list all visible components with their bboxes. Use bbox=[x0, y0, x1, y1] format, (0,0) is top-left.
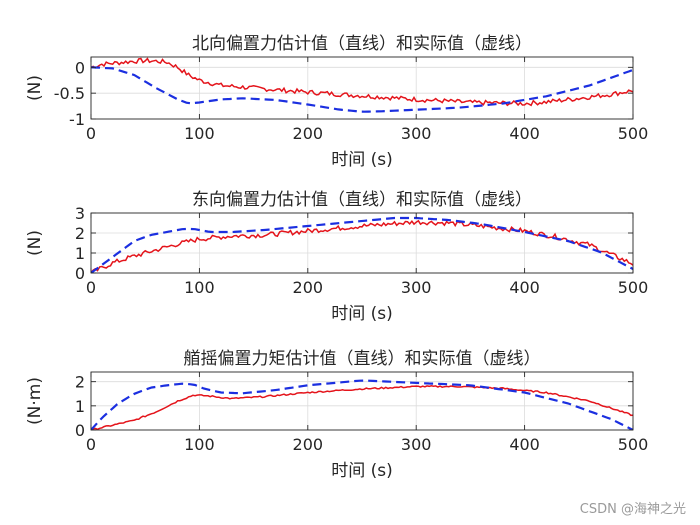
y-tick-label: 0 bbox=[75, 58, 85, 77]
x-tick-label: 300 bbox=[401, 124, 432, 143]
x-tick-label: 100 bbox=[184, 124, 215, 143]
axes-box bbox=[90, 371, 634, 431]
x-tick-label: 200 bbox=[293, 435, 324, 454]
x-tick-label: 100 bbox=[184, 435, 215, 454]
chart-panel-1: 0 100 200 300 400 500 0 -0.5 -1 北向偏置力估计值（直线）和实际值（… bbox=[25, 34, 648, 170]
x-axis-label: 时间 (s) bbox=[331, 150, 393, 170]
x-tick-label: 0 bbox=[86, 124, 96, 143]
series-actual-line bbox=[91, 379, 633, 430]
chart-title: 北向偏置力估计值（直线）和实际值（虚线） bbox=[192, 34, 532, 54]
y-tick-label: 0 bbox=[75, 421, 85, 440]
y-tick-label: 0 bbox=[75, 264, 85, 283]
y-tick-label: 1 bbox=[75, 397, 85, 416]
chart-title: 东向偏置力估计值（直线）和实际值（虚线） bbox=[192, 190, 532, 210]
x-tick-label: 100 bbox=[184, 278, 215, 297]
series-actual-line bbox=[91, 216, 633, 273]
x-tick-label: 200 bbox=[293, 124, 324, 143]
y-tick-label: 1 bbox=[75, 244, 85, 263]
x-tick-label: 400 bbox=[509, 124, 540, 143]
series-estimate-line bbox=[91, 219, 633, 273]
y-axis-label: (N·m) bbox=[25, 377, 45, 425]
x-tick-label: 500 bbox=[618, 278, 649, 297]
x-tick-label: 300 bbox=[401, 278, 432, 297]
series-actual-line bbox=[91, 66, 633, 113]
x-tick-label: 400 bbox=[509, 435, 540, 454]
chart-title: 艏摇偏置力矩估计值（直线）和实际值（虚线） bbox=[184, 349, 541, 369]
y-tick-label: 2 bbox=[75, 373, 85, 392]
y-axis-label: (N) bbox=[25, 75, 45, 101]
y-tick-label: -1 bbox=[69, 110, 85, 129]
x-tick-label: 400 bbox=[509, 278, 540, 297]
y-tick-label: -0.5 bbox=[54, 84, 85, 103]
y-tick-label: 2 bbox=[75, 224, 85, 243]
x-tick-label: 0 bbox=[86, 435, 96, 454]
x-tick-label: 500 bbox=[618, 124, 649, 143]
series-estimate-line bbox=[91, 57, 633, 107]
x-tick-label: 0 bbox=[86, 278, 96, 297]
x-axis-label: 时间 (s) bbox=[331, 304, 393, 324]
watermark: CSDN @海神之光 bbox=[579, 502, 686, 517]
x-tick-label: 300 bbox=[401, 435, 432, 454]
y-axis-label: (N) bbox=[25, 230, 45, 256]
series-estimate-line bbox=[91, 385, 633, 430]
x-axis-label: 时间 (s) bbox=[331, 461, 393, 481]
x-tick-label: 200 bbox=[293, 278, 324, 297]
chart-panel-3: 0 100 200 300 400 500012艏摇偏置力矩估计值（直线）和实际值（虚线）… bbox=[25, 349, 648, 481]
y-tick-label: 3 bbox=[75, 204, 85, 223]
axes-box bbox=[90, 212, 634, 274]
axes-box bbox=[90, 56, 634, 120]
x-tick-label: 500 bbox=[618, 435, 649, 454]
